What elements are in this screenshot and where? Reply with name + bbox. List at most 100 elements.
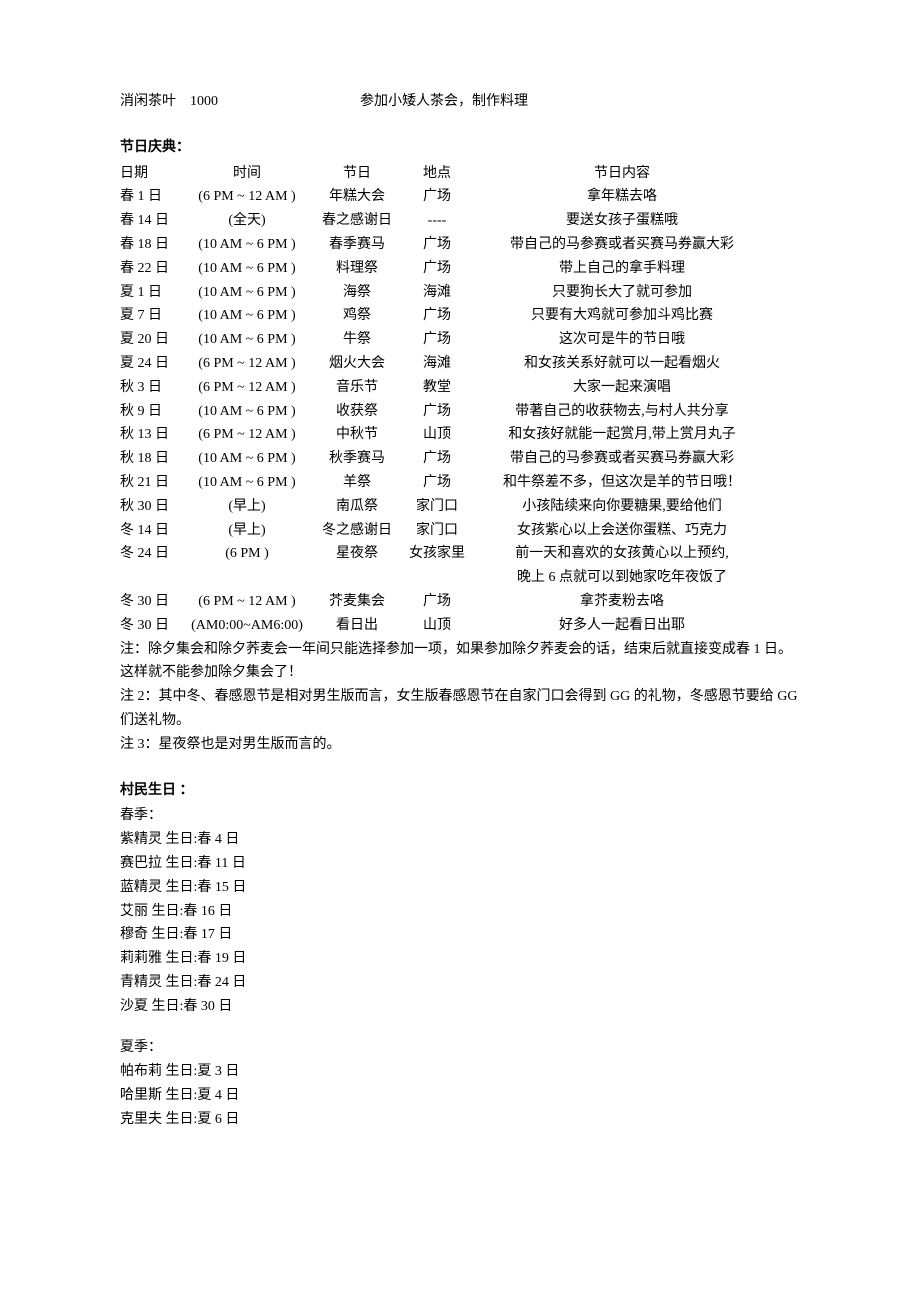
table-row: 秋 21 日(10 AM ~ 6 PM )羊祭广场和牛祭差不多，但这次是羊的节日… [120,471,800,495]
table-cell: 山顶 [402,614,472,638]
table-cell: (10 AM ~ 6 PM ) [182,233,312,257]
table-cell [312,566,402,590]
table-row: 春 1 日(6 PM ~ 12 AM )年糕大会广场拿年糕去咯 [120,185,800,209]
table-row: 夏 24 日(6 PM ~ 12 AM )烟火大会海滩和女孩关系好就可以一起看烟… [120,352,800,376]
table-cell: (10 AM ~ 6 PM ) [182,257,312,281]
table-cell: 夏 24 日 [120,352,182,376]
table-row: 冬 14 日(早上)冬之感谢日家门口女孩紫心以上会送你蛋糕、巧克力 [120,519,800,543]
table-cell: 广场 [402,185,472,209]
item-name: 消闲茶叶 [120,90,190,114]
table-cell: (早上) [182,519,312,543]
table-cell: 海滩 [402,352,472,376]
table-cell: (10 AM ~ 6 PM ) [182,281,312,305]
table-cell [182,566,312,590]
table-cell: 广场 [402,304,472,328]
table-cell: 和女孩关系好就可以一起看烟火 [472,352,772,376]
summer-label: 夏季： [120,1036,800,1060]
table-cell: (早上) [182,495,312,519]
table-cell: 广场 [402,257,472,281]
table-cell: 中秋节 [312,423,402,447]
table-cell: 要送女孩子蛋糕哦 [472,209,772,233]
table-cell: (6 PM ~ 12 AM ) [182,423,312,447]
table-cell: 看日出 [312,614,402,638]
festivals-note-3: 注 3：星夜祭也是对男生版而言的。 [120,733,800,757]
list-item: 帕布莉 生日:夏 3 日 [120,1060,800,1084]
table-cell: (6 PM ~ 12 AM ) [182,185,312,209]
col-date: 日期 [120,162,182,186]
table-row: 夏 1 日(10 AM ~ 6 PM )海祭海滩只要狗长大了就可参加 [120,281,800,305]
table-cell: 只要有大鸡就可参加斗鸡比赛 [472,304,772,328]
table-cell: (10 AM ~ 6 PM ) [182,447,312,471]
table-cell: 海祭 [312,281,402,305]
col-content: 节日内容 [472,162,772,186]
festivals-header: 日期 时间 节日 地点 节日内容 [120,162,800,186]
table-row: 夏 20 日(10 AM ~ 6 PM )牛祭广场这次可是牛的节日哦 [120,328,800,352]
table-row: 秋 13 日(6 PM ~ 12 AM )中秋节山顶和女孩好就能一起赏月,带上赏… [120,423,800,447]
table-cell: 春 14 日 [120,209,182,233]
table-cell: (AM0:00~AM6:00) [182,614,312,638]
table-cell: 广场 [402,447,472,471]
table-cell: 家门口 [402,519,472,543]
table-cell: 秋 30 日 [120,495,182,519]
table-cell: 家门口 [402,495,472,519]
table-cell: 秋 18 日 [120,447,182,471]
table-cell: 这次可是牛的节日哦 [472,328,772,352]
table-cell: 女孩紫心以上会送你蛋糕、巧克力 [472,519,772,543]
table-cell: (10 AM ~ 6 PM ) [182,471,312,495]
list-item: 哈里斯 生日:夏 4 日 [120,1084,800,1108]
table-cell: 音乐节 [312,376,402,400]
table-cell: 料理祭 [312,257,402,281]
spring-birthday-list: 紫精灵 生日:春 4 日赛巴拉 生日:春 11 日蓝精灵 生日:春 15 日艾丽… [120,828,800,1018]
table-cell: 山顶 [402,423,472,447]
table-cell: 秋 13 日 [120,423,182,447]
list-item: 青精灵 生日:春 24 日 [120,971,800,995]
table-cell: 秋 9 日 [120,400,182,424]
table-cell [402,566,472,590]
table-cell: 春 18 日 [120,233,182,257]
table-cell: (6 PM ~ 12 AM ) [182,590,312,614]
table-cell: 春之感谢日 [312,209,402,233]
table-row: 秋 3 日(6 PM ~ 12 AM )音乐节教堂大家一起来演唱 [120,376,800,400]
table-cell: 春 1 日 [120,185,182,209]
table-row: 夏 7 日(10 AM ~ 6 PM )鸡祭广场只要有大鸡就可参加斗鸡比赛 [120,304,800,328]
table-cell: 广场 [402,400,472,424]
table-cell: 广场 [402,328,472,352]
table-cell: 春季赛马 [312,233,402,257]
list-item: 莉莉雅 生日:春 19 日 [120,947,800,971]
table-cell: 冬 14 日 [120,519,182,543]
table-cell: 拿年糕去咯 [472,185,772,209]
table-cell: 秋 3 日 [120,376,182,400]
table-cell: 夏 20 日 [120,328,182,352]
table-cell: 拿芥麦粉去咯 [472,590,772,614]
table-row: 晚上 6 点就可以到她家吃年夜饭了 [120,566,800,590]
list-item: 赛巴拉 生日:春 11 日 [120,852,800,876]
table-cell: 教堂 [402,376,472,400]
table-cell: 羊祭 [312,471,402,495]
summer-birthday-list: 帕布莉 生日:夏 3 日哈里斯 生日:夏 4 日克里夫 生日:夏 6 日 [120,1060,800,1131]
spring-label: 春季： [120,804,800,828]
table-cell: 晚上 6 点就可以到她家吃年夜饭了 [472,566,772,590]
table-cell: 冬之感谢日 [312,519,402,543]
table-cell: 前一天和喜欢的女孩黄心以上预约, [472,542,772,566]
spacer [120,1018,800,1036]
table-cell: 南瓜祭 [312,495,402,519]
table-cell: 带著自己的收获物去,与村人共分享 [472,400,772,424]
table-cell: (10 AM ~ 6 PM ) [182,304,312,328]
table-cell: 星夜祭 [312,542,402,566]
table-row: 秋 30 日(早上)南瓜祭家门口小孩陆续来向你要糖果,要给他们 [120,495,800,519]
table-cell: 广场 [402,590,472,614]
table-cell: 小孩陆续来向你要糖果,要给他们 [472,495,772,519]
col-name: 节日 [312,162,402,186]
table-cell: 收获祭 [312,400,402,424]
table-row: 冬 30 日(AM0:00~AM6:00)看日出山顶好多人一起看日出耶 [120,614,800,638]
festivals-note-2: 注 2：其中冬、春感恩节是相对男生版而言，女生版春感恩节在自家门口会得到 GG … [120,685,800,733]
table-cell: (6 PM ) [182,542,312,566]
list-item: 沙夏 生日:春 30 日 [120,995,800,1019]
festivals-note-1: 注：除夕集会和除夕荞麦会一年间只能选择参加一项，如果参加除夕荞麦会的话，结束后就… [120,638,800,686]
table-row: 冬 30 日(6 PM ~ 12 AM )芥麦集会广场拿芥麦粉去咯 [120,590,800,614]
table-row: 冬 24 日(6 PM )星夜祭女孩家里前一天和喜欢的女孩黄心以上预约, [120,542,800,566]
list-item: 紫精灵 生日:春 4 日 [120,828,800,852]
item-price: 1000 [190,90,360,114]
table-cell: 和牛祭差不多，但这次是羊的节日哦！ [472,471,772,495]
table-row: 春 18 日(10 AM ~ 6 PM )春季赛马广场带自己的马参赛或者买赛马券… [120,233,800,257]
